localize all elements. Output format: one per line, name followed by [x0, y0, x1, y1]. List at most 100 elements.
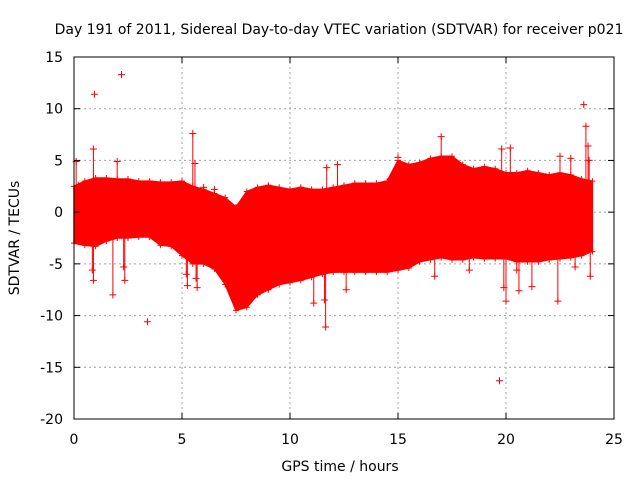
edge-point: [405, 161, 412, 168]
edge-point: [459, 256, 466, 263]
edge-point: [589, 178, 596, 185]
edge-point: [524, 167, 531, 174]
edge-point: [168, 243, 175, 250]
x-tick-label: 10: [281, 432, 299, 448]
edge-point: [362, 269, 369, 276]
edge-point: [416, 159, 423, 166]
edge-point: [81, 242, 88, 249]
edge-point: [103, 238, 110, 245]
data-band: [73, 155, 594, 312]
edge-point: [449, 256, 455, 263]
edge-point: [189, 260, 196, 267]
outlier-point: [584, 142, 592, 150]
edge-point: [276, 281, 283, 288]
ticks: [73, 56, 615, 420]
edge-point: [459, 161, 466, 168]
edge-point: [157, 242, 164, 249]
y-tick-label: -15: [40, 360, 63, 376]
edge-point: [373, 269, 380, 276]
grid: [74, 57, 614, 419]
edge-point: [297, 277, 304, 284]
edge-point: [481, 163, 488, 170]
edge-point: [470, 254, 477, 261]
outlier-point: [109, 291, 117, 299]
edge-point: [492, 165, 499, 172]
edge-point: [427, 256, 434, 263]
edge-point: [103, 175, 110, 182]
outlier-point: [496, 377, 504, 385]
edge-point: [384, 178, 391, 185]
edge-point: [81, 178, 88, 185]
edge-point: [589, 248, 596, 255]
tick-labels: 0 5 10 15 20 25 -20 -15 -10 -5 0 5 10 15: [40, 50, 623, 448]
edge-point: [351, 180, 358, 187]
edge-point: [179, 178, 185, 185]
outlier-point: [498, 145, 506, 153]
edge-point: [287, 279, 293, 286]
outlier-point: [191, 160, 199, 168]
chart-title: Day 191 of 2011, Sidereal Day-to-day VTE…: [55, 22, 624, 38]
edge-point: [287, 186, 293, 193]
edge-point: [330, 184, 337, 191]
outlier-point: [321, 296, 329, 304]
outlier-point: [585, 156, 593, 164]
x-tick-label: 5: [178, 432, 187, 448]
edge-point: [276, 184, 283, 191]
outlier-point: [342, 286, 350, 294]
edge-point: [308, 186, 315, 193]
edge-point: [330, 269, 337, 276]
outlier-point: [580, 101, 588, 109]
outlier-point: [334, 161, 342, 169]
outlier-point: [322, 323, 330, 331]
edge-point: [265, 182, 272, 189]
outlier-point: [113, 157, 121, 165]
outlier-point: [310, 299, 318, 307]
outlier-point: [143, 318, 151, 326]
x-axis-label: GPS time / hours: [281, 459, 398, 475]
outlier-point: [431, 272, 439, 280]
edge-point: [157, 179, 164, 186]
edge-point: [211, 266, 218, 273]
edge-point: [168, 179, 175, 186]
edge-point: [503, 169, 509, 176]
edge-point: [200, 260, 207, 267]
y-tick-label: 0: [54, 205, 63, 221]
outlier-point: [465, 266, 473, 274]
outlier-point: [118, 71, 126, 79]
edge-point: [524, 258, 531, 265]
outlier-point: [502, 297, 510, 305]
outlier-point: [556, 152, 564, 160]
outlier-point: [74, 181, 82, 189]
edge-point: [125, 235, 131, 241]
edge-point: [125, 176, 131, 183]
edge-point: [254, 184, 261, 191]
outlier-point: [528, 283, 536, 291]
edge-point: [578, 252, 585, 259]
outlier-point: [582, 122, 590, 130]
plot-border: [73, 56, 615, 420]
edge-point: [470, 165, 477, 172]
edge-point: [297, 184, 304, 191]
outlier-point: [189, 130, 197, 138]
edge-point: [114, 235, 121, 241]
outlier-point: [323, 164, 331, 172]
edge-point: [438, 254, 445, 261]
edge-point: [373, 180, 380, 187]
edge-point: [243, 188, 250, 195]
y-axis-label: SDTVAR / TECUs: [7, 181, 23, 296]
y-tick-label: 10: [45, 102, 63, 118]
outlier-point: [437, 133, 445, 141]
edge-point: [146, 233, 153, 240]
edge-point: [535, 169, 542, 176]
outlier-point: [554, 297, 562, 305]
outlier-point: [394, 153, 402, 161]
edge-point: [557, 255, 563, 262]
edge-point: [492, 255, 499, 262]
outlier-point: [88, 266, 96, 274]
data-layer: [71, 71, 596, 385]
edge-point: [384, 269, 391, 276]
edge-point: [416, 258, 423, 265]
edge-point: [341, 182, 347, 189]
outlier-point: [567, 154, 575, 162]
edge-point: [341, 269, 347, 276]
